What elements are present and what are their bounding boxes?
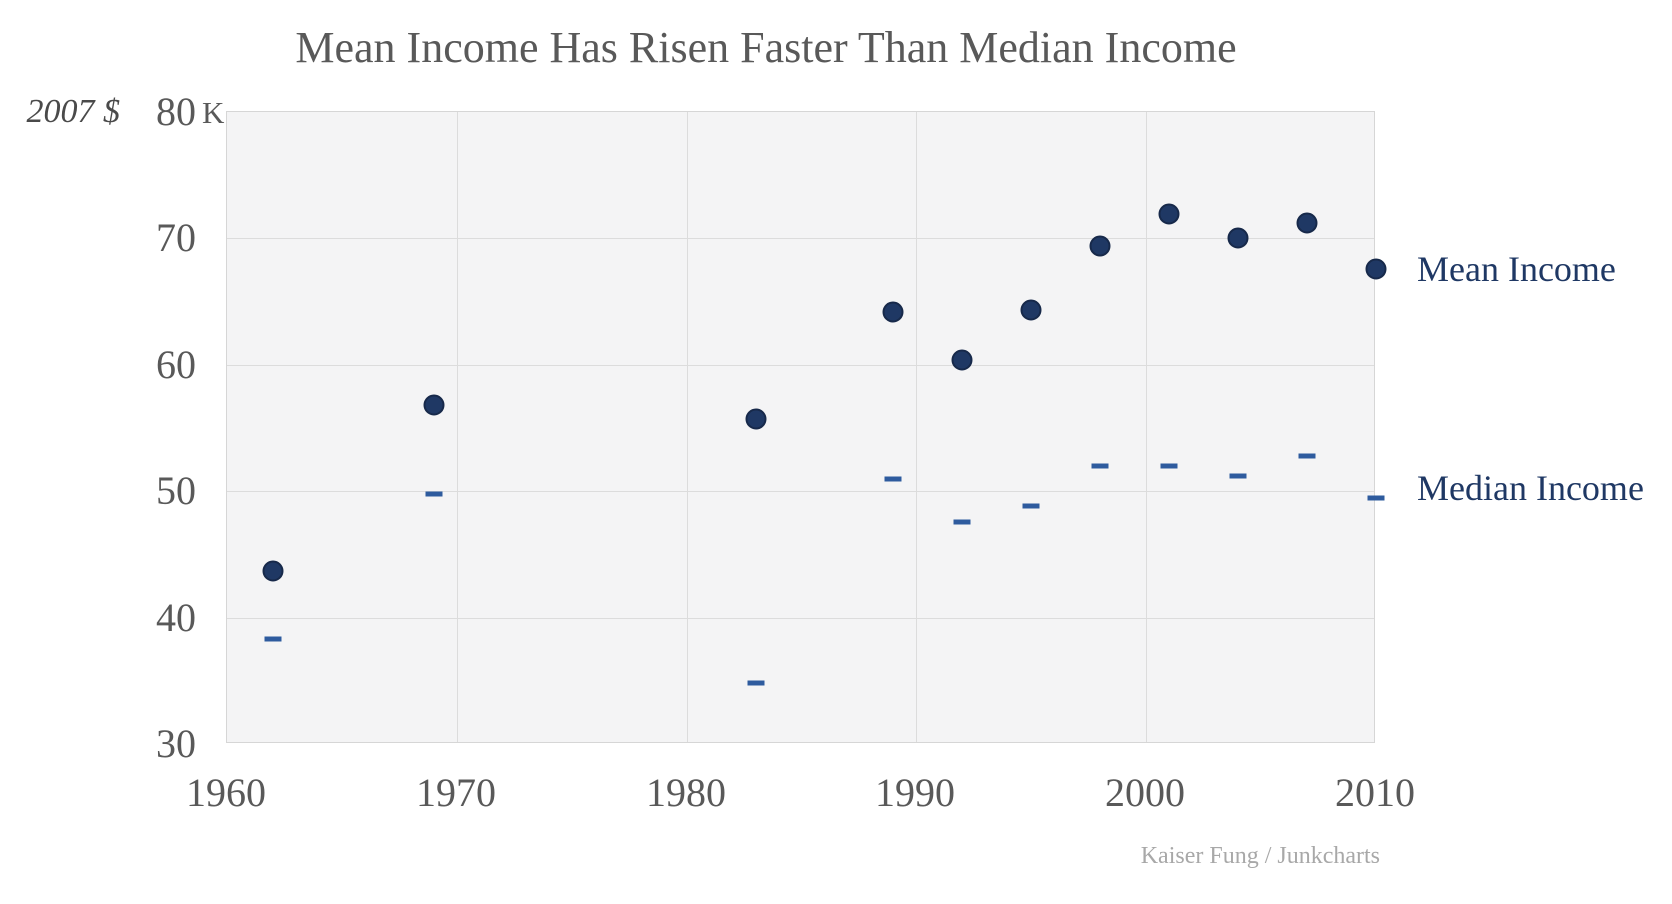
x-tick-label-1990: 1990 xyxy=(875,770,955,815)
mean-income-point-1969 xyxy=(423,394,445,416)
x-tick-label-1970: 1970 xyxy=(416,770,496,815)
median-income-dash-1969 xyxy=(425,491,443,497)
median-income-dash-2001 xyxy=(1160,463,1178,469)
x-tick-label-2010: 2010 xyxy=(1335,770,1415,815)
y-tick-label-30: 30 xyxy=(156,721,196,766)
median-income-dash-1992 xyxy=(953,519,971,525)
mean-income-point-2001 xyxy=(1158,203,1180,225)
gridline-horizontal-70 xyxy=(227,238,1374,239)
chart-title: Mean Income Has Risen Faster Than Median… xyxy=(295,23,1237,72)
gridline-vertical-2000 xyxy=(1146,112,1147,742)
gridline-horizontal-50 xyxy=(227,491,1374,492)
median-income-dash-1962 xyxy=(264,636,282,642)
y-tick-label-50: 50 xyxy=(156,468,196,513)
median-income-dash-1998 xyxy=(1091,463,1109,469)
median-income-dash-1989 xyxy=(884,476,902,482)
mean-income-point-1992 xyxy=(951,349,973,371)
y-tick-label-60: 60 xyxy=(156,342,196,387)
mean-income-point-1983 xyxy=(745,408,767,430)
mean-income-point-1995 xyxy=(1020,299,1042,321)
gridline-vertical-1990 xyxy=(916,112,917,742)
y-tick-label-80: 80 K xyxy=(156,89,225,134)
x-tick-label-2000: 2000 xyxy=(1105,770,1185,815)
mean-income-point-1998 xyxy=(1089,235,1111,257)
y-axis-k-suffix: K xyxy=(202,95,225,130)
x-tick-label-1980: 1980 xyxy=(646,770,726,815)
y-tick-label-40: 40 xyxy=(156,595,196,640)
mean-income-point-2007 xyxy=(1296,212,1318,234)
median-income-dash-2007 xyxy=(1298,453,1316,459)
median-income-dash-1995 xyxy=(1022,503,1040,509)
median-income-dash-2004 xyxy=(1229,473,1247,479)
plot-area xyxy=(226,111,1387,743)
legend-label-mean-income: Mean Income xyxy=(1417,249,1616,289)
gridline-horizontal-60 xyxy=(227,365,1374,366)
mean-income-point-1962 xyxy=(262,560,284,582)
attribution-credit: Kaiser Fung / Junkcharts xyxy=(1140,843,1380,869)
mean-income-point-2010 xyxy=(1365,258,1387,280)
mean-income-point-2004 xyxy=(1227,227,1249,249)
y-axis-unit-label: 2007 $ xyxy=(26,93,121,130)
x-tick-label-1960: 1960 xyxy=(186,770,266,815)
y-tick-label-70: 70 xyxy=(156,215,196,260)
median-income-dash-2010 xyxy=(1367,495,1385,501)
mean-income-point-1989 xyxy=(882,301,904,323)
legend-label-median-income: Median Income xyxy=(1417,468,1644,508)
gridline-horizontal-40 xyxy=(227,618,1374,619)
median-income-dash-1983 xyxy=(747,680,765,686)
gridline-vertical-1970 xyxy=(457,112,458,742)
gridline-vertical-1980 xyxy=(687,112,688,742)
